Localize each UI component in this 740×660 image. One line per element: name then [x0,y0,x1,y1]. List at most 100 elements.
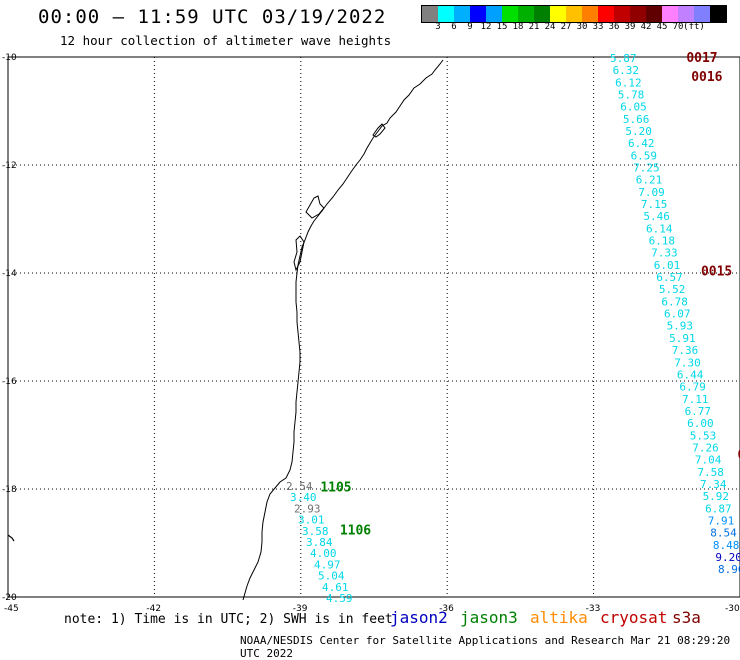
scale-swatch [630,6,646,22]
swh-value: 6.42 [628,137,655,150]
swh-value: 6.12 [615,76,642,89]
lat-label: -18 [2,485,17,495]
swh-value: 6.01 [654,259,681,272]
lat-label: -20 [2,593,17,603]
legend-item-s3a: s3a [672,608,701,627]
scale-label: 12 [480,22,492,32]
legend-item-jason3: jason3 [460,608,518,627]
lon-label: -45 [4,604,19,614]
track-label: 00 [738,448,740,463]
scale-swatch [518,6,534,22]
scale-swatch [566,6,582,22]
track-label: 0017 [686,51,717,66]
map-subtitle: 12 hour collection of altimeter wave hei… [60,33,392,48]
swh-value: 6.14 [646,222,673,235]
swh-value: 9.20 [715,551,740,564]
swh-value: 3.84 [306,536,333,549]
small-island-marker [7,534,15,542]
swh-value: 6.32 [613,64,640,77]
swh-value: 5.92 [703,490,730,503]
swh-value: 7.36 [672,344,699,357]
swh-value: 7.34 [700,478,727,491]
coastline-inlet-2 [305,195,325,219]
scale-label: (ft) [683,22,705,32]
scale-swatch [694,6,710,22]
scale-swatch [614,6,630,22]
swh-value: 6.57 [656,271,683,284]
swh-value: 5.52 [659,283,686,296]
swh-value: 6.77 [685,405,712,418]
map-title: 00:00 – 11:59 UTC 03/19/2022 [38,6,387,28]
legend-item-jason2: jason2 [390,608,448,627]
scale-swatch [438,6,454,22]
swh-value: 7.04 [695,454,722,467]
swh-value: 4.61 [322,581,349,594]
scale-swatch [710,6,726,22]
scale-swatch [502,6,518,22]
scale-label: 21 [528,22,540,32]
swh-value: 5.53 [690,429,717,442]
credit-line: NOAA/NESDIS Center for Satellite Applica… [240,634,731,660]
swh-value: 5.20 [625,125,652,138]
scale-label: 9 [467,22,473,32]
swh-value: 7.09 [638,186,665,199]
swh-value: 6.07 [664,308,691,321]
scale-label: 6 [451,22,457,32]
scale-swatch [678,6,694,22]
scale-swatch [470,6,486,22]
scale-label: 18 [512,22,524,32]
coastline [242,59,444,601]
scale-label: 3 [435,22,441,32]
swh-value: 8.54 [710,527,737,540]
swh-value: 4.59 [326,592,353,605]
swh-value: 5.91 [669,332,696,345]
swh-value: 3.58 [302,525,329,538]
lat-label: -16 [2,377,17,387]
swh-value: 7.33 [651,247,678,260]
east-track-values: 5.876.326.125.786.055.665.206.426.597.25… [610,52,740,576]
swh-value: 5.04 [318,570,345,583]
lat-label: -14 [2,269,17,279]
swh-value: 3.40 [290,491,317,504]
swh-value: 5.46 [643,210,670,223]
swh-value: 7.91 [708,514,735,527]
west-track-values: 2.543.402.933.013.583.844.004.975.044.61… [286,480,353,605]
swh-value: 6.18 [649,235,676,248]
scale-label: 33 [592,22,604,32]
scale-label: 24 [544,22,556,32]
swh-value: 7.26 [692,441,719,454]
swh-value: 7.11 [682,393,709,406]
swh-value: 5.78 [618,89,645,102]
swh-value: 3.01 [298,514,325,527]
swh-value: 5.93 [667,320,694,333]
scale-swatch [598,6,614,22]
swh-value: 4.00 [310,547,337,560]
swh-value: 6.78 [661,295,688,308]
plot-frame [7,56,740,598]
swh-value: 7.25 [633,162,660,175]
scale-swatch [582,6,598,22]
lon-label: -36 [439,604,454,614]
swh-value: 6.00 [687,417,714,430]
scale-swatch [486,6,502,22]
scale-swatch [422,6,438,22]
lat-label: -10 [2,53,17,63]
scale-swatch [534,6,550,22]
lon-label: -30 [725,604,740,614]
legend-item-cryosat: cryosat [600,608,668,627]
scale-label: 30 [576,22,588,32]
swh-value: 6.79 [679,381,706,394]
wave-height-color-scale [421,5,727,23]
lat-label: -12 [2,161,17,171]
scale-label: 36 [608,22,620,32]
scale-label: 15 [496,22,508,32]
swh-value: 8.90 [718,563,740,576]
scale-label: 45 [656,22,668,32]
scale-label: 70 [672,22,684,32]
swh-value: 6.59 [631,149,658,162]
lon-label: -39 [293,604,308,614]
scale-label: 42 [640,22,652,32]
scale-swatch [454,6,470,22]
swh-value: 6.05 [620,101,647,114]
swh-value: 6.21 [636,174,663,187]
